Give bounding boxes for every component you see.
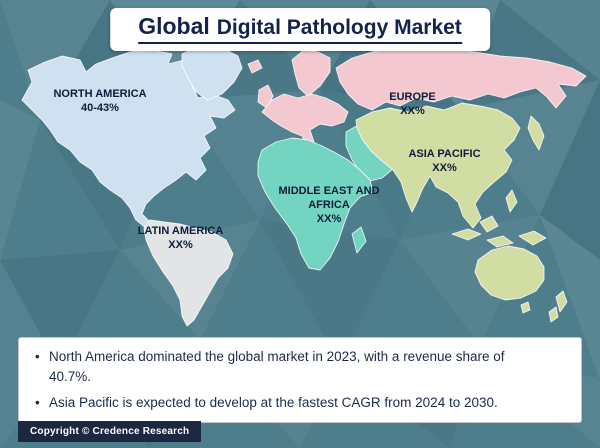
region-name: NORTH AMERICA — [53, 88, 147, 100]
region-name: EUROPE — [389, 91, 436, 103]
finding-text: Asia Pacific is expected to develop at t… — [49, 395, 498, 411]
region-name: ASIA PACIFIC — [408, 148, 481, 160]
region-share: XX% — [400, 105, 425, 118]
finding-item: North America dominated the global marke… — [35, 347, 565, 386]
region-name: LATIN AMERICA — [137, 225, 224, 237]
region-share: XX% — [316, 213, 342, 226]
copyright-badge: Copyright © Credence Research — [18, 421, 202, 442]
region-label-asia-pacific: ASIA PACIFIC XX% — [402, 147, 487, 175]
region-name: MIDDLE EAST AND AFRICA — [278, 185, 380, 212]
key-findings-box: North America dominated the global marke… — [18, 337, 582, 423]
title-rest: Digital Pathology Market — [216, 16, 462, 39]
region-label-north-america: NORTH AMERICA 40-43% — [30, 87, 170, 115]
finding-text: North America dominated the global marke… — [49, 349, 505, 384]
region-europe — [247, 45, 587, 149]
region-asia-pacific — [355, 102, 568, 323]
region-share: 40-43% — [81, 102, 119, 115]
page-title: Global Digital Pathology Market — [138, 13, 462, 44]
region-north-america — [21, 45, 243, 229]
region-label-middle-east-africa: MIDDLE EAST AND AFRICA XX% — [272, 184, 386, 226]
region-label-latin-america: LATIN AMERICA XX% — [118, 224, 243, 252]
title-word-global: Global — [138, 13, 210, 39]
region-latin-america — [143, 219, 234, 327]
bullet-icon — [35, 347, 49, 367]
region-share: XX% — [432, 162, 457, 175]
bullet-icon — [35, 393, 49, 413]
region-label-europe: EUROPE XX% — [375, 90, 450, 118]
title-box: Global Digital Pathology Market — [110, 8, 490, 51]
region-share: XX% — [168, 239, 193, 252]
finding-item: Asia Pacific is expected to develop at t… — [35, 393, 565, 413]
